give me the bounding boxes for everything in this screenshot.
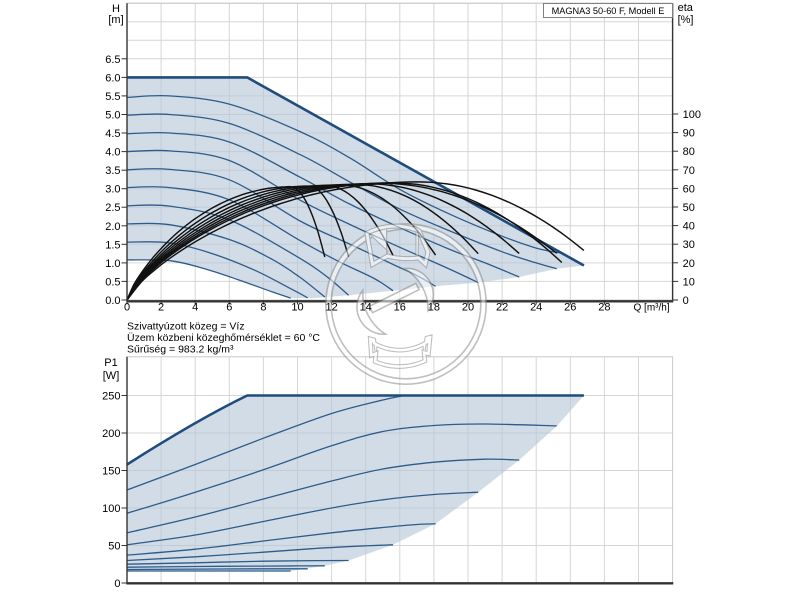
svg-text:4.5: 4.5 xyxy=(105,128,120,140)
svg-text:Sűrűség = 983.2 kg/m³: Sűrűség = 983.2 kg/m³ xyxy=(127,344,234,356)
svg-text:6.5: 6.5 xyxy=(105,54,120,66)
svg-text:Üzem közbeni közeghőmérséklet: Üzem közbeni közeghőmérséklet = 60 °C xyxy=(127,332,320,344)
svg-text:100: 100 xyxy=(683,109,701,121)
svg-text:18: 18 xyxy=(428,302,440,314)
svg-text:P1: P1 xyxy=(104,357,117,369)
svg-text:50: 50 xyxy=(683,202,695,214)
svg-text:8: 8 xyxy=(260,302,266,314)
svg-text:12: 12 xyxy=(325,302,337,314)
svg-text:26: 26 xyxy=(564,302,576,314)
svg-text:0: 0 xyxy=(114,578,120,590)
svg-text:[%]: [%] xyxy=(678,14,694,26)
svg-text:2.0: 2.0 xyxy=(105,221,120,233)
svg-text:MAGNA3 50-60 F, Modell E: MAGNA3 50-60 F, Modell E xyxy=(552,6,665,16)
svg-text:3.5: 3.5 xyxy=(105,165,120,177)
svg-text:eta: eta xyxy=(678,2,694,14)
svg-text:H: H xyxy=(112,3,120,15)
svg-text:100: 100 xyxy=(102,503,120,515)
svg-text:3.0: 3.0 xyxy=(105,184,120,196)
svg-text:90: 90 xyxy=(683,128,695,140)
svg-text:50: 50 xyxy=(108,541,120,553)
svg-text:22: 22 xyxy=(496,302,508,314)
svg-text:30: 30 xyxy=(683,239,695,251)
svg-text:4: 4 xyxy=(192,302,198,314)
svg-text:14: 14 xyxy=(360,302,372,314)
svg-text:150: 150 xyxy=(102,466,120,478)
svg-text:28: 28 xyxy=(598,302,610,314)
svg-text:0: 0 xyxy=(683,295,689,307)
svg-text:200: 200 xyxy=(102,428,120,440)
svg-text:20: 20 xyxy=(462,302,474,314)
svg-text:4.0: 4.0 xyxy=(105,147,120,159)
svg-text:20: 20 xyxy=(683,258,695,270)
svg-text:[W]: [W] xyxy=(103,370,120,382)
svg-text:24: 24 xyxy=(530,302,542,314)
svg-text:70: 70 xyxy=(683,165,695,177)
svg-text:1.5: 1.5 xyxy=(105,239,120,251)
svg-text:[m]: [m] xyxy=(108,14,123,26)
svg-text:10: 10 xyxy=(291,302,303,314)
svg-text:0: 0 xyxy=(124,302,130,314)
svg-text:Szivattyúzott közeg = Víz: Szivattyúzott közeg = Víz xyxy=(127,321,245,333)
svg-text:Q [m³/h]: Q [m³/h] xyxy=(634,303,670,314)
svg-text:2: 2 xyxy=(158,302,164,314)
svg-text:0.0: 0.0 xyxy=(105,295,120,307)
svg-text:2.5: 2.5 xyxy=(105,202,120,214)
svg-text:250: 250 xyxy=(102,391,120,403)
svg-text:6.0: 6.0 xyxy=(105,72,120,84)
svg-text:5.0: 5.0 xyxy=(105,110,120,122)
svg-text:60: 60 xyxy=(683,183,695,195)
svg-text:40: 40 xyxy=(683,221,695,233)
svg-text:5.5: 5.5 xyxy=(105,91,120,103)
svg-text:6: 6 xyxy=(226,302,232,314)
svg-text:1.0: 1.0 xyxy=(105,258,120,270)
svg-text:0.5: 0.5 xyxy=(105,276,120,288)
svg-text:10: 10 xyxy=(683,276,695,288)
svg-text:16: 16 xyxy=(394,302,406,314)
svg-text:80: 80 xyxy=(683,146,695,158)
